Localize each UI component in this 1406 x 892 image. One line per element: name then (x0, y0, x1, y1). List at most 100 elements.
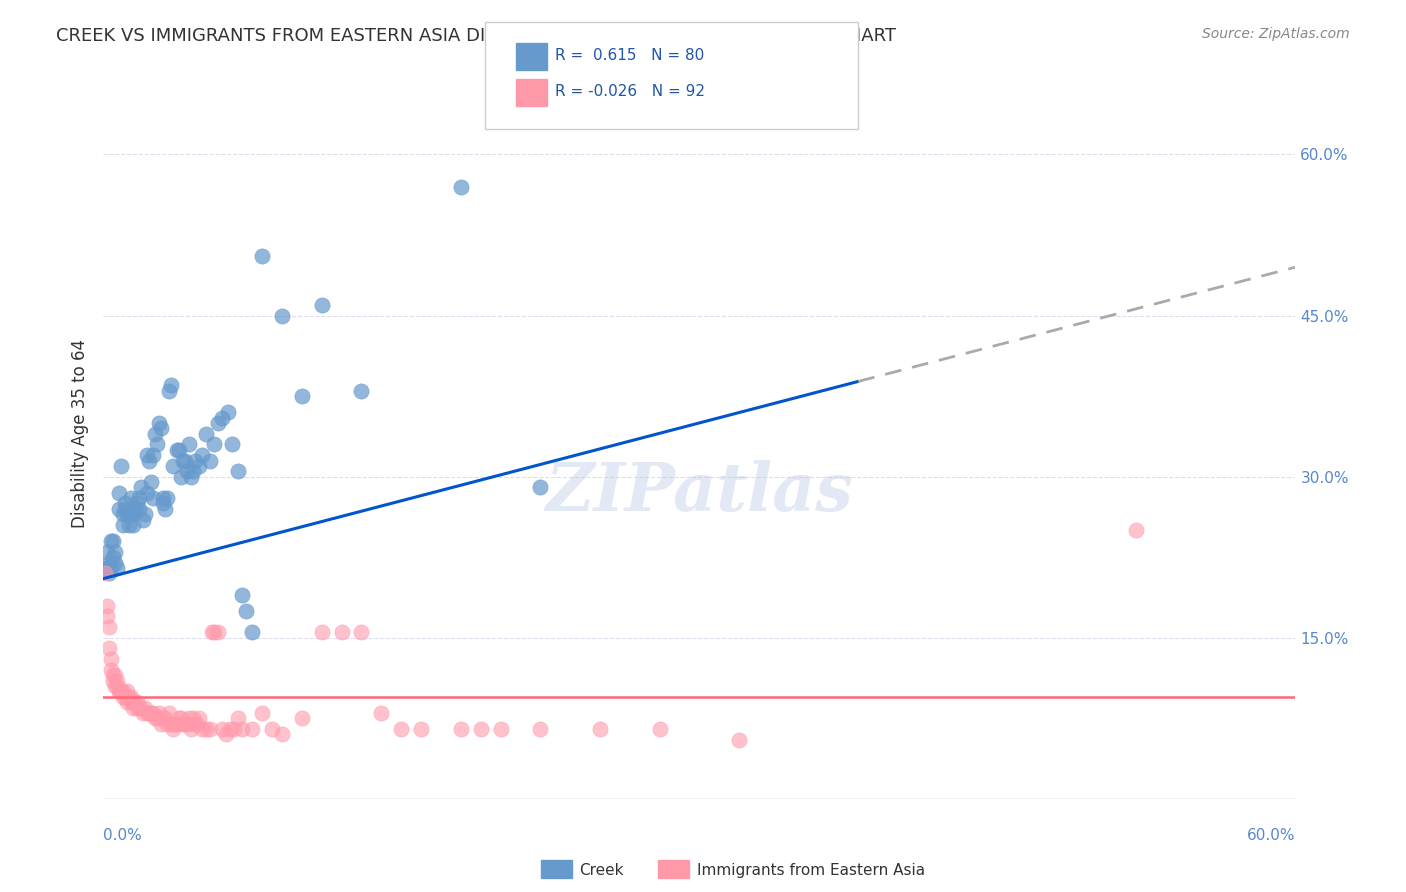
Point (115, 695, 138, 709)
Point (648, 722, 671, 736)
Point (157, 384, 180, 398)
Text: Source: ZipAtlas.com: Source: ZipAtlas.com (1202, 27, 1350, 41)
Point (146, 711, 169, 725)
Point (98, 620, 121, 634)
Point (105, 673, 128, 688)
Point (291, 389, 314, 403)
Text: Immigrants from Eastern Asia: Immigrants from Eastern Asia (697, 863, 925, 878)
Point (96, 599, 118, 613)
Point (163, 716, 186, 731)
Point (311, 298, 333, 312)
Point (172, 716, 194, 731)
Point (134, 700, 156, 714)
Point (122, 695, 145, 709)
Point (167, 711, 190, 725)
Point (195, 722, 218, 736)
Point (152, 491, 174, 505)
Point (183, 453, 205, 467)
Point (108, 501, 131, 516)
Point (94, 566, 117, 581)
Point (166, 442, 188, 457)
Point (260, 722, 283, 736)
Point (152, 711, 174, 725)
Point (162, 458, 184, 473)
Point (101, 550, 124, 565)
Point (143, 711, 166, 725)
Point (118, 690, 141, 704)
Point (129, 700, 152, 714)
Point (187, 458, 209, 473)
Point (191, 448, 214, 462)
Point (128, 491, 150, 505)
Point (101, 534, 124, 549)
Point (153, 501, 176, 516)
Point (152, 496, 174, 510)
Point (219, 722, 242, 736)
Text: Creek: Creek (579, 863, 624, 878)
Point (211, 410, 233, 425)
Point (169, 711, 191, 725)
Point (211, 722, 233, 736)
Point (96, 545, 118, 559)
Text: R = -0.026   N = 92: R = -0.026 N = 92 (555, 85, 706, 99)
Point (181, 711, 204, 725)
Point (149, 421, 172, 435)
Point (114, 496, 136, 510)
Point (104, 679, 127, 693)
Point (235, 604, 257, 618)
Point (162, 722, 184, 736)
Point (142, 448, 165, 462)
Point (370, 706, 392, 720)
Point (202, 437, 225, 451)
Point (111, 507, 134, 521)
Point (108, 684, 131, 698)
Point (1125, 524, 1147, 538)
Point (135, 448, 157, 462)
Point (146, 437, 169, 451)
Point (180, 722, 202, 736)
Point (177, 711, 200, 725)
Point (728, 732, 751, 747)
Point (148, 416, 170, 430)
Point (181, 464, 204, 478)
Point (226, 464, 249, 478)
Point (231, 588, 253, 602)
Point (240, 625, 263, 640)
Point (221, 437, 243, 451)
Point (125, 496, 148, 510)
Point (187, 711, 209, 725)
Point (132, 706, 155, 720)
Point (153, 711, 176, 725)
Point (111, 684, 134, 698)
Point (118, 518, 141, 533)
Point (122, 518, 145, 533)
Point (138, 453, 160, 467)
Point (111, 690, 134, 704)
Point (134, 507, 156, 521)
Point (173, 716, 195, 731)
Point (470, 722, 492, 736)
Text: R =  0.615   N = 80: R = 0.615 N = 80 (555, 48, 704, 62)
Point (250, 706, 273, 720)
Point (217, 405, 239, 419)
Point (186, 716, 208, 731)
Point (100, 652, 122, 666)
Point (159, 378, 181, 392)
Point (176, 464, 198, 478)
Point (172, 453, 194, 467)
Point (139, 475, 162, 489)
Point (195, 426, 218, 441)
Point (120, 491, 142, 505)
Point (350, 625, 373, 640)
Point (98, 641, 121, 656)
Point (105, 679, 128, 693)
Point (105, 561, 128, 575)
Point (169, 469, 191, 483)
Point (159, 716, 181, 731)
Point (98, 566, 121, 581)
Point (104, 545, 127, 559)
Point (115, 684, 138, 698)
Point (101, 668, 124, 682)
Point (139, 706, 162, 720)
Point (271, 727, 294, 741)
